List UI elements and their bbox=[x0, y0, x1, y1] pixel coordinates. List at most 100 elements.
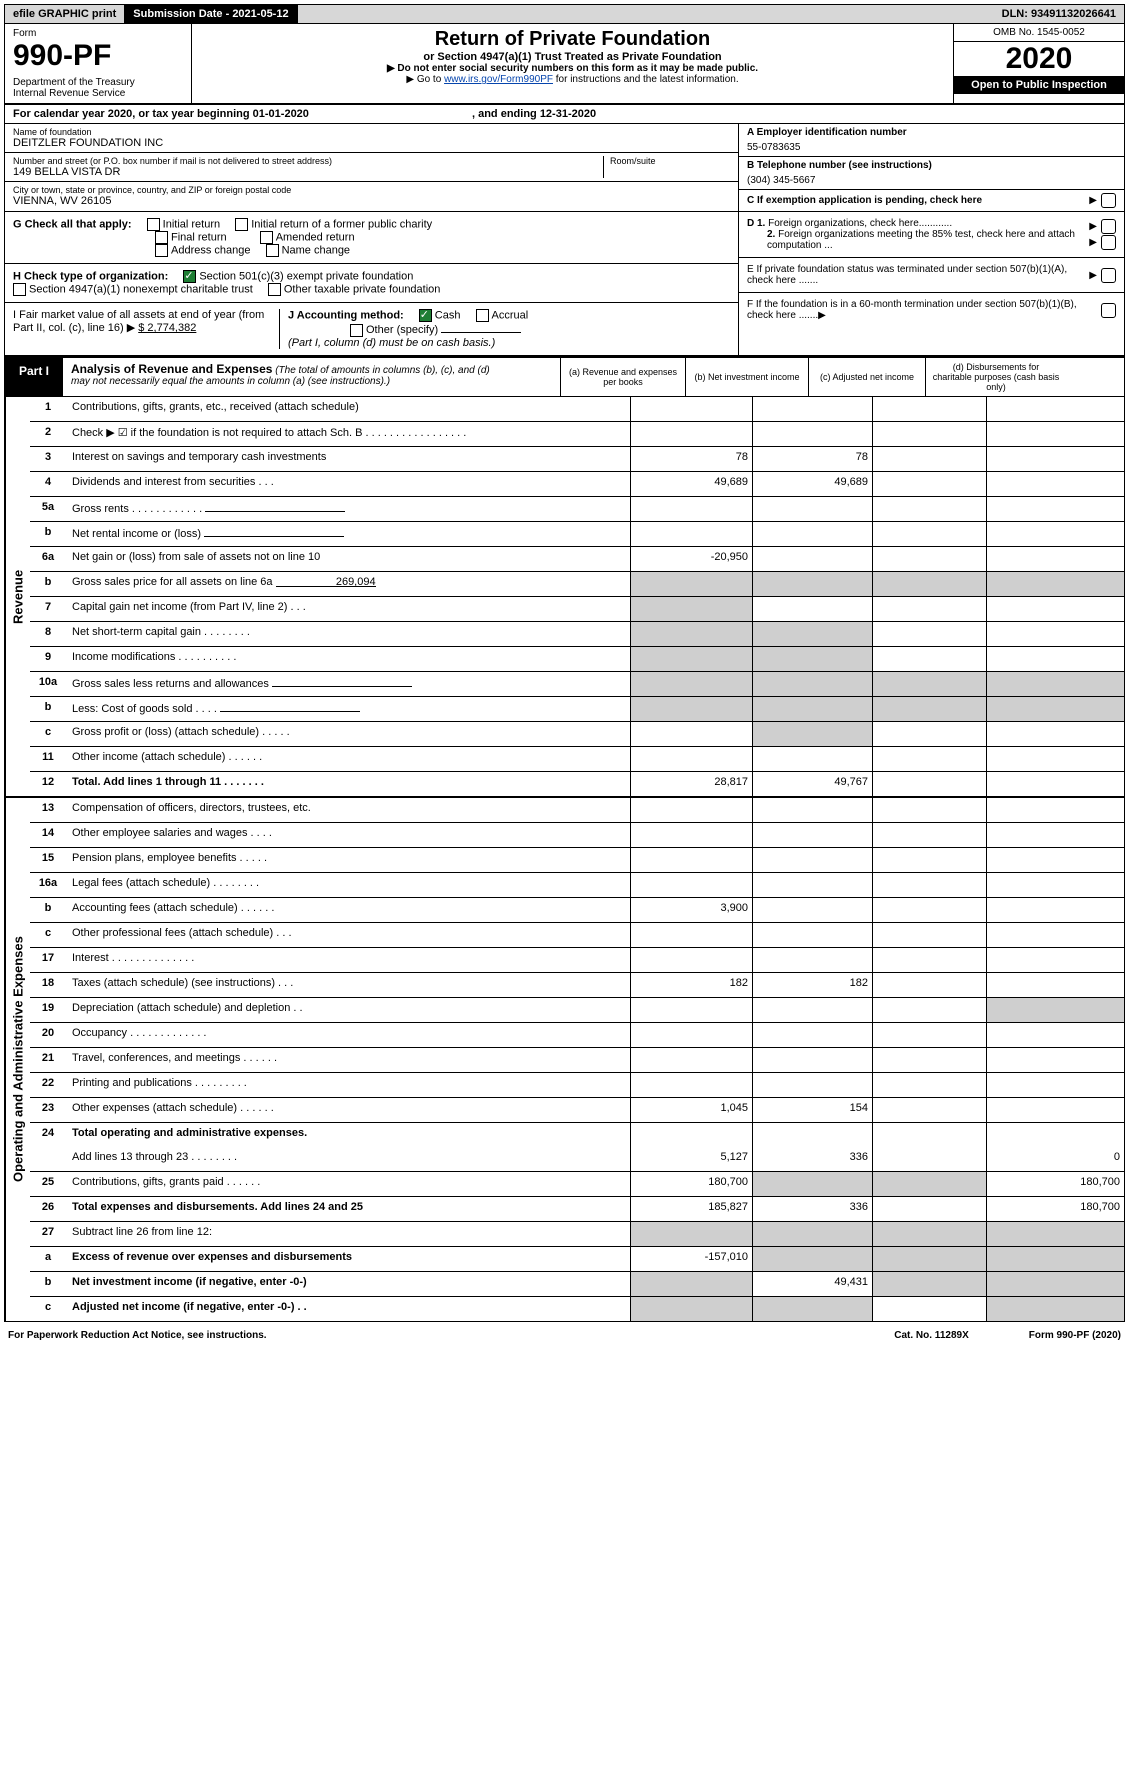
amt-a bbox=[630, 647, 752, 671]
checkbox-c[interactable] bbox=[1101, 193, 1116, 208]
col-c-hdr: (c) Adjusted net income bbox=[809, 358, 926, 396]
line-number: 9 bbox=[30, 647, 66, 671]
amt-b bbox=[752, 547, 872, 571]
instr2-suffix: for instructions and the latest informat… bbox=[553, 74, 739, 85]
line-number: 14 bbox=[30, 823, 66, 847]
amt-b: 78 bbox=[752, 447, 872, 471]
table-row: 17Interest . . . . . . . . . . . . . . bbox=[30, 948, 1124, 973]
amt-a bbox=[630, 998, 752, 1022]
line-description: Printing and publications . . . . . . . … bbox=[66, 1073, 630, 1097]
j1: Cash bbox=[435, 309, 461, 321]
g4: Amended return bbox=[276, 231, 355, 243]
cal-begin: For calendar year 2020, or tax year begi… bbox=[13, 108, 309, 120]
amt-a: 5,127 bbox=[630, 1147, 752, 1171]
form-subtitle: or Section 4947(a)(1) Trust Treated as P… bbox=[196, 51, 949, 63]
checkbox-initial[interactable] bbox=[147, 218, 160, 231]
checkbox-address[interactable] bbox=[155, 244, 168, 257]
irs-link[interactable]: www.irs.gov/Form990PF bbox=[444, 74, 553, 85]
amt-b: 49,767 bbox=[752, 772, 872, 796]
h2: Section 4947(a)(1) nonexempt charitable … bbox=[29, 283, 253, 295]
checkbox-d2[interactable] bbox=[1101, 235, 1116, 250]
line-number: b bbox=[30, 572, 66, 596]
table-row: 11Other income (attach schedule) . . . .… bbox=[30, 747, 1124, 772]
amt-a bbox=[630, 397, 752, 421]
checkbox-other-method[interactable] bbox=[350, 324, 363, 337]
line-number: 16a bbox=[30, 873, 66, 897]
city-label: City or town, state or province, country… bbox=[13, 185, 730, 195]
amt-c bbox=[872, 998, 986, 1022]
amt-b bbox=[752, 1222, 872, 1246]
part-tag: Part I bbox=[5, 358, 63, 396]
irs: Internal Revenue Service bbox=[13, 88, 183, 99]
checkbox-501c3[interactable] bbox=[183, 270, 196, 283]
checkbox-final[interactable] bbox=[155, 231, 168, 244]
line-number: 7 bbox=[30, 597, 66, 621]
header-left: Form 990-PF Department of the Treasury I… bbox=[5, 24, 192, 103]
row-f: F If the foundation is in a 60-month ter… bbox=[739, 293, 1124, 327]
amt-b bbox=[752, 747, 872, 771]
line-description: Dividends and interest from securities .… bbox=[66, 472, 630, 496]
amt-a bbox=[630, 747, 752, 771]
line-description: Other professional fees (attach schedule… bbox=[66, 923, 630, 947]
amt-a: 49,689 bbox=[630, 472, 752, 496]
table-row: 27Subtract line 26 from line 12: bbox=[30, 1222, 1124, 1247]
line-number: 18 bbox=[30, 973, 66, 997]
g-label: G Check all that apply: bbox=[13, 218, 132, 230]
form-header: Form 990-PF Department of the Treasury I… bbox=[5, 24, 1124, 105]
part-title-cell: Analysis of Revenue and Expenses (The to… bbox=[63, 358, 519, 396]
amt-d bbox=[986, 798, 1124, 822]
checkbox-name[interactable] bbox=[266, 244, 279, 257]
checkbox-other-tax[interactable] bbox=[268, 283, 281, 296]
amt-b bbox=[752, 622, 872, 646]
amt-a bbox=[630, 798, 752, 822]
line-number: 13 bbox=[30, 798, 66, 822]
amt-b: 336 bbox=[752, 1197, 872, 1221]
table-row: 12Total. Add lines 1 through 11 . . . . … bbox=[30, 772, 1124, 796]
form-footer: Form 990-PF (2020) bbox=[1029, 1330, 1121, 1341]
checkbox-4947[interactable] bbox=[13, 283, 26, 296]
checkbox-amended[interactable] bbox=[260, 231, 273, 244]
line-number: b bbox=[30, 697, 66, 721]
amt-c bbox=[872, 622, 986, 646]
amt-c bbox=[872, 497, 986, 521]
line-description: Total. Add lines 1 through 11 . . . . . … bbox=[66, 772, 630, 796]
checkbox-cash[interactable] bbox=[419, 309, 432, 322]
amt-a bbox=[630, 1297, 752, 1321]
part1-header: Part I Analysis of Revenue and Expenses … bbox=[5, 356, 1124, 397]
ein: 55-0783635 bbox=[747, 142, 1116, 153]
table-row: 10aGross sales less returns and allowanc… bbox=[30, 672, 1124, 697]
checkbox-d1[interactable] bbox=[1101, 219, 1116, 234]
amt-c bbox=[872, 522, 986, 546]
line-number: a bbox=[30, 1247, 66, 1271]
i-value: $ 2,774,382 bbox=[138, 322, 196, 334]
checkbox-accrual[interactable] bbox=[476, 309, 489, 322]
identity-block: Name of foundation DEITZLER FOUNDATION I… bbox=[5, 124, 1124, 212]
amt-d bbox=[986, 1073, 1124, 1097]
amt-c bbox=[872, 747, 986, 771]
amt-a bbox=[630, 873, 752, 897]
line-description: Other income (attach schedule) . . . . .… bbox=[66, 747, 630, 771]
row-g: G Check all that apply: Initial return I… bbox=[5, 212, 738, 264]
checkbox-f[interactable] bbox=[1101, 303, 1116, 318]
table-row: 7Capital gain net income (from Part IV, … bbox=[30, 597, 1124, 622]
checkbox-initial-former[interactable] bbox=[235, 218, 248, 231]
address-cell: Number and street (or P.O. box number if… bbox=[5, 153, 738, 182]
amt-a: -20,950 bbox=[630, 547, 752, 571]
revenue-rows: 1Contributions, gifts, grants, etc., rec… bbox=[30, 397, 1124, 796]
amt-b bbox=[752, 1172, 872, 1196]
amt-c bbox=[872, 948, 986, 972]
line-number: 3 bbox=[30, 447, 66, 471]
amt-a bbox=[630, 572, 752, 596]
amt-a bbox=[630, 1073, 752, 1097]
g6: Name change bbox=[282, 244, 351, 256]
checks-right: D 1. D 1. Foreign organizations, check h… bbox=[738, 212, 1124, 355]
amt-d bbox=[986, 747, 1124, 771]
line-description: Total operating and administrative expen… bbox=[66, 1123, 630, 1147]
amt-d bbox=[986, 1247, 1124, 1271]
line-description: Other employee salaries and wages . . . … bbox=[66, 823, 630, 847]
amt-a bbox=[630, 1222, 752, 1246]
line-number: b bbox=[30, 522, 66, 546]
amt-b bbox=[752, 1297, 872, 1321]
amt-d bbox=[986, 422, 1124, 446]
checkbox-e[interactable] bbox=[1101, 268, 1116, 283]
